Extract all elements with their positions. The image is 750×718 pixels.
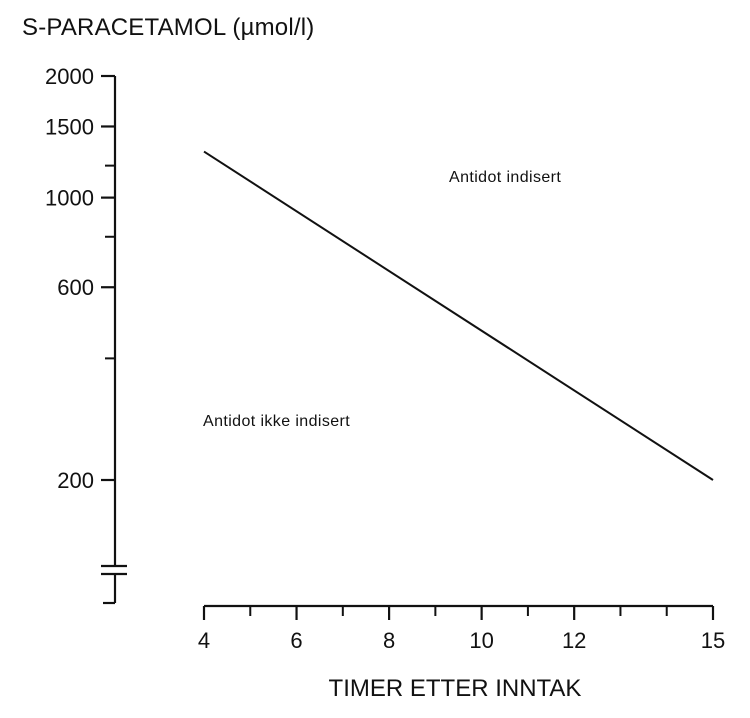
y-tick-label: 600 [57, 275, 94, 300]
x-tick-label: 4 [198, 628, 210, 653]
chart-title: S-PARACETAMOL (µmol/l) [22, 14, 315, 41]
y-ticks: 2000 1500 1000 600 200 [45, 64, 115, 493]
series [203, 150, 714, 481]
x-tick-label: 12 [562, 628, 586, 653]
y-tick-label: 200 [57, 468, 94, 493]
x-tick-label: 10 [469, 628, 493, 653]
x-ticks: 4 6 8 10 12 15 [198, 606, 725, 653]
x-tick-label: 15 [701, 628, 725, 653]
y-tick-label: 1000 [45, 186, 94, 211]
y-tick-label: 1500 [45, 114, 94, 139]
treatment-line [203, 150, 714, 481]
y-tick-label: 2000 [45, 64, 94, 89]
annotation-antidot-not-indicated: Antidot ikke indisert [203, 413, 350, 430]
axes [101, 76, 713, 608]
x-axis-label: TIMER ETTER INNTAK [329, 675, 582, 702]
annotation-antidot-indicated: Antidot indisert [449, 169, 561, 186]
x-tick-label: 8 [383, 628, 395, 653]
x-tick-label: 6 [290, 628, 302, 653]
